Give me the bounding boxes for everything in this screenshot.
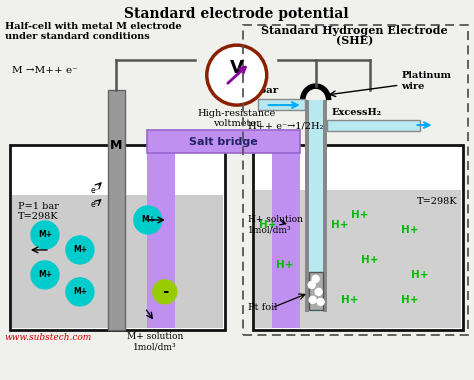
Bar bbox=[108, 90, 125, 330]
Bar bbox=[10, 145, 225, 330]
Text: P=1 bar
T=298K: P=1 bar T=298K bbox=[18, 202, 59, 222]
Bar bbox=[253, 145, 463, 330]
Text: M+: M+ bbox=[38, 271, 52, 279]
Circle shape bbox=[312, 276, 319, 282]
Text: e⁻: e⁻ bbox=[91, 201, 99, 209]
Text: H+: H+ bbox=[401, 295, 419, 305]
Text: Standard Hydrogen Electrode: Standard Hydrogen Electrode bbox=[261, 25, 448, 36]
Text: Half-cell with metal M electrode: Half-cell with metal M electrode bbox=[5, 22, 182, 31]
Text: (SHE): (SHE) bbox=[336, 35, 373, 46]
Text: T=298K: T=298K bbox=[417, 197, 457, 206]
Text: M+: M+ bbox=[73, 287, 87, 296]
Text: M: M bbox=[110, 139, 123, 152]
Text: H+: H+ bbox=[276, 260, 293, 270]
Circle shape bbox=[31, 261, 59, 289]
Bar bbox=[327, 120, 419, 131]
Circle shape bbox=[66, 236, 94, 264]
Circle shape bbox=[207, 45, 267, 105]
Circle shape bbox=[315, 288, 322, 295]
Text: H+: H+ bbox=[259, 220, 276, 230]
Text: Platinum
wire: Platinum wire bbox=[401, 71, 452, 91]
Text: M+ solution
1mol/dm³: M+ solution 1mol/dm³ bbox=[127, 332, 183, 351]
Text: M+: M+ bbox=[73, 245, 87, 255]
Text: ExcessH₂: ExcessH₂ bbox=[332, 108, 382, 117]
Text: High-resistance
voltmeter: High-resistance voltmeter bbox=[198, 109, 276, 128]
Circle shape bbox=[66, 278, 94, 306]
Text: www.substech.com: www.substech.com bbox=[5, 333, 92, 342]
Bar bbox=[309, 272, 323, 310]
Text: H+: H+ bbox=[401, 225, 419, 235]
Bar bbox=[12, 195, 223, 328]
Text: Standard electrode potential: Standard electrode potential bbox=[125, 7, 349, 21]
Bar bbox=[309, 100, 323, 312]
Bar bbox=[243, 25, 467, 335]
Bar bbox=[255, 190, 461, 328]
Text: H+: H+ bbox=[351, 210, 368, 220]
Bar bbox=[147, 130, 300, 153]
Text: M+: M+ bbox=[38, 230, 52, 239]
Text: under standard conditions: under standard conditions bbox=[5, 32, 150, 41]
Bar bbox=[147, 153, 175, 328]
Text: e⁻: e⁻ bbox=[91, 185, 99, 195]
Circle shape bbox=[31, 221, 59, 249]
Text: Pt foil: Pt foil bbox=[248, 303, 277, 312]
Text: H₂
1 bar: H₂ 1 bar bbox=[248, 76, 278, 95]
Circle shape bbox=[309, 296, 316, 303]
Bar bbox=[258, 99, 305, 110]
Circle shape bbox=[308, 282, 315, 288]
Text: H+: H+ bbox=[411, 270, 428, 280]
Text: H+: H+ bbox=[361, 255, 378, 265]
Text: H+: H+ bbox=[341, 295, 358, 305]
Text: -: - bbox=[162, 284, 168, 299]
Circle shape bbox=[153, 280, 177, 304]
Circle shape bbox=[317, 298, 324, 306]
Text: M →M++ e⁻: M →M++ e⁻ bbox=[12, 66, 78, 74]
Bar bbox=[305, 100, 310, 312]
Bar bbox=[322, 100, 327, 312]
Text: Salt bridge: Salt bridge bbox=[189, 136, 258, 147]
Text: H+: H+ bbox=[331, 220, 348, 230]
Text: H++ e⁻→1/2H₂: H++ e⁻→1/2H₂ bbox=[248, 121, 323, 130]
Bar bbox=[272, 153, 300, 328]
Text: V: V bbox=[230, 59, 244, 77]
Text: M+: M+ bbox=[141, 215, 155, 225]
Text: H+ solution
1mol/dm³: H+ solution 1mol/dm³ bbox=[248, 215, 303, 234]
Circle shape bbox=[134, 206, 162, 234]
